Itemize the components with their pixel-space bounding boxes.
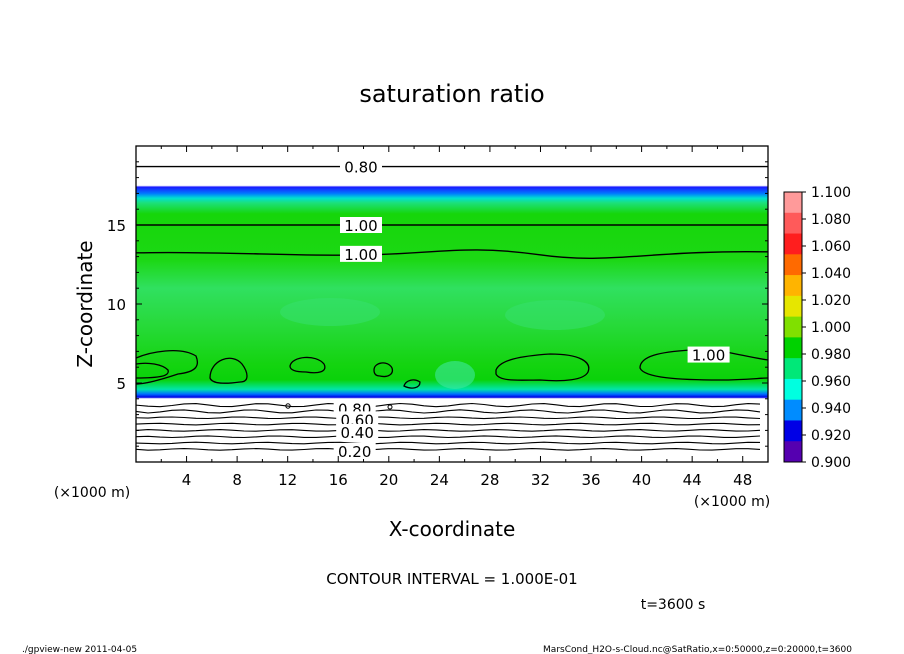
colorbar-label: 1.000 — [811, 320, 851, 336]
x-axis-unit: (×1000 m) — [694, 494, 770, 510]
colorbar-label: 0.940 — [811, 401, 851, 417]
contour-label-bg — [339, 245, 382, 262]
field-patch — [435, 361, 475, 389]
y-axis-ticks: 5 10 15 — [107, 161, 768, 447]
contour-label-bg — [336, 411, 379, 428]
contour-line — [209, 357, 248, 384]
contour-line — [403, 379, 421, 389]
contour-line — [135, 422, 761, 426]
y-axis-title: Z-coordinate — [73, 240, 97, 367]
x-tick-label: 44 — [683, 471, 702, 489]
contour-line — [135, 448, 761, 451]
contour-labels: 0.801.001.001.000.800.600.400.20 — [333, 158, 730, 461]
contour-line — [387, 404, 393, 410]
colorbar-label: 1.020 — [811, 293, 851, 309]
field-fill — [136, 146, 768, 462]
contour-line — [135, 402, 761, 408]
colorbar-label: 0.920 — [811, 428, 851, 444]
x-axis-title: X-coordinate — [389, 517, 516, 541]
time-text: t=3600 s — [641, 597, 706, 613]
contour-lines — [135, 165, 769, 451]
contour-label-bg — [339, 158, 382, 175]
colorbar-label: 1.060 — [811, 239, 851, 255]
contour-line — [135, 350, 199, 385]
contour-label: 1.00 — [344, 246, 377, 264]
x-tick-label: 16 — [329, 471, 348, 489]
y-tick-label: 5 — [116, 375, 126, 393]
colorbar-swatch — [784, 275, 802, 297]
x-tick-label: 12 — [278, 471, 297, 489]
x-tick-label: 28 — [480, 471, 499, 489]
colorbar-swatch — [784, 316, 802, 338]
contour-line — [373, 362, 394, 378]
y-axis-unit: (×1000 m) — [54, 485, 130, 501]
x-tick-label: 32 — [531, 471, 550, 489]
colorbar-label: 0.980 — [811, 347, 851, 363]
x-axis-ticks: 4 8 12 16 20 24 28 32 36 40 44 48 — [160, 146, 752, 489]
field-patch — [505, 300, 605, 330]
colorbar-swatch — [784, 358, 802, 380]
contour-label: 1.00 — [344, 217, 377, 235]
colorbar: 1.100 1.080 1.060 1.040 1.020 1.000 0.980 0.960… — [783, 185, 851, 471]
contour-line — [135, 441, 761, 445]
x-tick-label: 20 — [379, 471, 398, 489]
contour-label: 0.80 — [344, 159, 377, 177]
colorbar-label: 1.100 — [811, 185, 851, 201]
colorbar-label: 0.900 — [811, 455, 851, 471]
colorbar-swatch — [784, 192, 802, 214]
contour-label-bg — [333, 442, 376, 459]
x-tick-label: 4 — [182, 471, 192, 489]
contour-line — [495, 353, 590, 382]
colorbar-swatch — [784, 212, 802, 235]
plot-area: 0.801.001.001.000.800.600.400.20 4 8 12 16 2… — [107, 145, 769, 489]
colorbar-label: 1.040 — [811, 266, 851, 282]
contour-label: 0.40 — [340, 424, 373, 442]
colorbar-swatch — [784, 399, 802, 421]
colorbar-swatch — [784, 254, 802, 276]
contour-interval-text: CONTOUR INTERVAL = 1.000E-01 — [326, 570, 577, 588]
contour-line — [289, 356, 326, 374]
x-tick-label: 48 — [733, 471, 752, 489]
field-patch — [280, 298, 380, 326]
colorbar-swatch — [784, 295, 802, 318]
colorbar-label: 1.080 — [811, 212, 851, 228]
colorbar-swatch — [784, 441, 802, 463]
contour-line — [135, 429, 761, 432]
x-tick-label: 24 — [430, 471, 449, 489]
y-tick-label: 10 — [107, 296, 126, 314]
contour-line — [135, 435, 761, 439]
y-tick-label: 15 — [107, 217, 126, 235]
x-tick-label: 8 — [232, 471, 242, 489]
footer-left: ./gpview-new 2011-04-05 — [22, 645, 137, 654]
contour-label-bg — [336, 423, 379, 440]
colorbar-swatch — [784, 233, 802, 255]
x-tick-label: 40 — [632, 471, 651, 489]
x-tick-label: 36 — [581, 471, 600, 489]
footer-right: MarsCond_H2O-s-Cloud.nc@SatRatio,x=0:500… — [543, 645, 852, 654]
contour-line — [135, 416, 761, 420]
colorbar-label: 0.960 — [811, 374, 851, 390]
contour-label-bg — [687, 346, 730, 363]
contour-line — [285, 403, 291, 409]
contour-label-bg — [339, 217, 382, 233]
chart-title: saturation ratio — [359, 80, 544, 108]
colorbar-swatch — [784, 337, 802, 359]
contour-label: 0.20 — [338, 443, 371, 461]
colorbar-swatch — [784, 378, 802, 401]
contour-line — [135, 249, 769, 260]
contour-line — [135, 409, 761, 414]
colorbar-swatch — [784, 420, 802, 442]
contour-line — [135, 362, 169, 379]
contour-label: 1.00 — [692, 347, 725, 365]
